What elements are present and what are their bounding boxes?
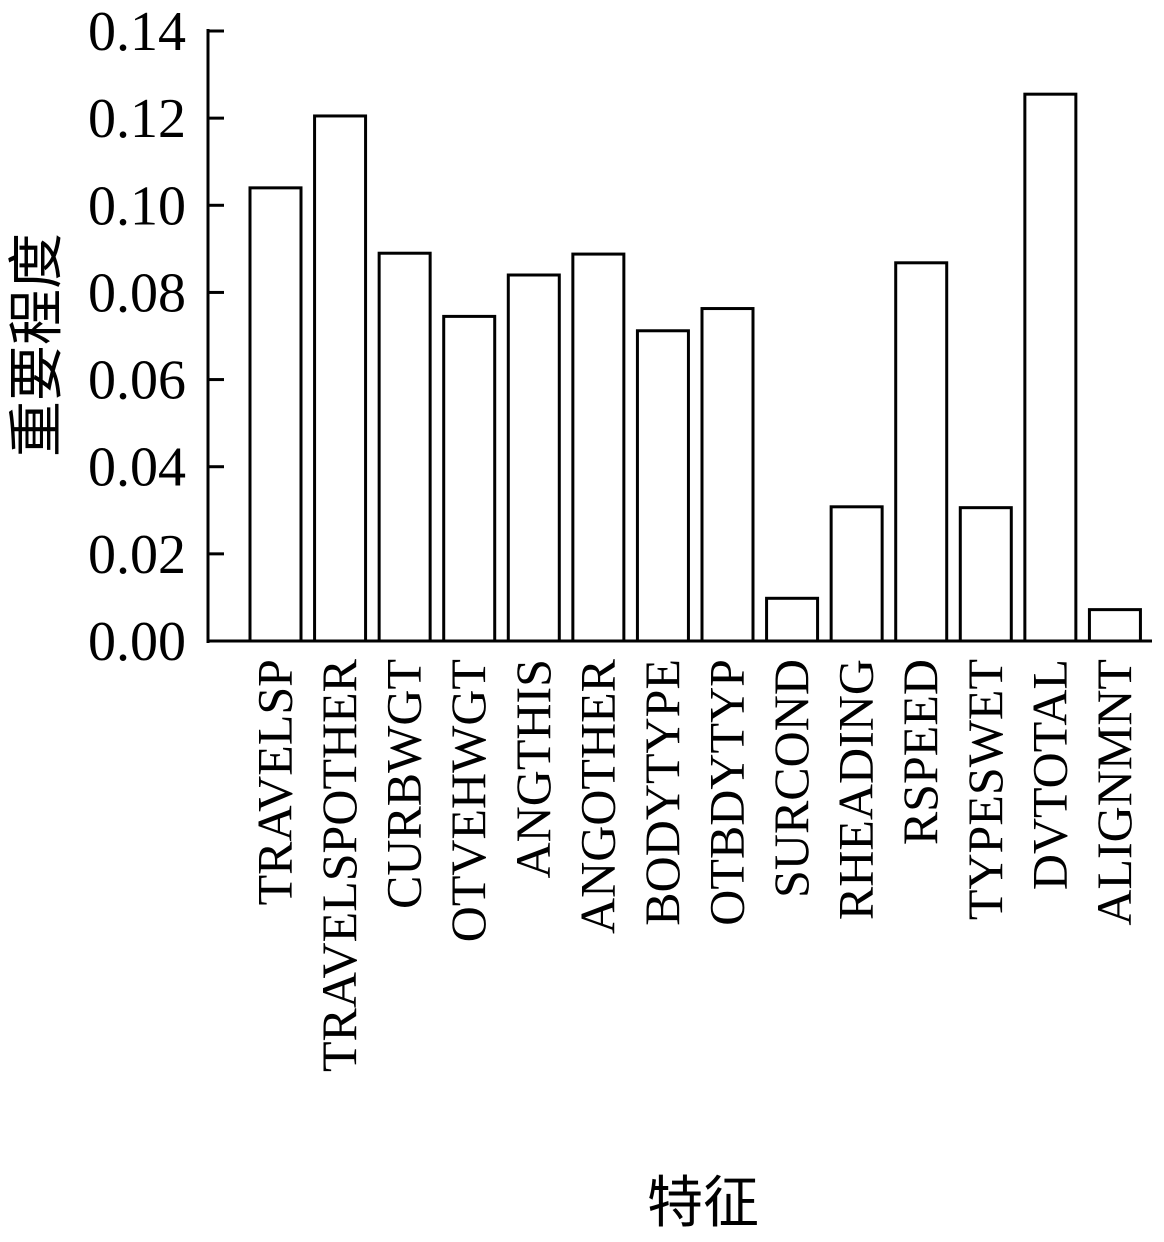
bar-bodytype xyxy=(635,329,690,643)
bar-surcond xyxy=(765,596,820,643)
bar-dvtotal xyxy=(1023,92,1078,643)
bar-curbwgt xyxy=(377,251,432,643)
x-tick-label: TRAVELSP xyxy=(247,659,303,905)
y-tick-label: 0.00 xyxy=(88,611,186,673)
x-tick-label: CURBWGT xyxy=(376,659,432,909)
y-tick-label: 0.10 xyxy=(88,175,186,237)
y-tick-label: 0.04 xyxy=(88,437,186,499)
y-axis: 0.00 0.02 0.04 0.06 0.08 0.10 0.12 0.14 xyxy=(88,1,1152,673)
bar-travelsp xyxy=(248,186,303,643)
bar-rspeed xyxy=(894,261,949,643)
x-tick-label: OTBDYTYP xyxy=(699,659,755,926)
x-tick-label: ALIGNMNT xyxy=(1086,659,1142,926)
x-tick-label: OTVEHWGT xyxy=(440,659,496,942)
bar-alignmnt xyxy=(1087,608,1142,643)
x-tick-label: ANGTHIS xyxy=(505,659,561,878)
y-tick-label: 0.08 xyxy=(88,262,186,324)
y-axis-title: 重要程度 xyxy=(5,233,70,457)
bars xyxy=(248,92,1142,643)
y-tick-label: 0.06 xyxy=(88,350,186,412)
x-axis-title: 特征 xyxy=(647,1171,759,1236)
x-tick-label: TRAVELSPOTHER xyxy=(311,658,367,1072)
x-tick-label: DVTOTAL xyxy=(1021,659,1077,890)
y-tick-label: 0.14 xyxy=(88,1,186,63)
x-tick-label: RHEADING xyxy=(828,659,884,920)
y-tick-label: 0.02 xyxy=(88,524,186,586)
bar-travelspother xyxy=(313,114,368,643)
x-tick-label: TYPESWET xyxy=(957,659,1013,920)
bar-angother xyxy=(571,252,626,643)
x-tick-label: BODYTYPE xyxy=(634,659,690,926)
x-tick-label: ANGOTHER xyxy=(569,658,625,934)
x-tick-labels: TRAVELSP TRAVELSPOTHER CURBWGT OTVEHWGT ANGT… xyxy=(247,658,1142,1072)
bar-otvehwgt xyxy=(442,314,497,643)
y-tick-label: 0.12 xyxy=(88,88,186,150)
x-tick-label: RSPEED xyxy=(892,659,948,845)
bar-typeswet xyxy=(958,506,1013,643)
bar-otbdytyp xyxy=(700,307,755,643)
bar-angthis xyxy=(506,273,561,643)
bar-rheading xyxy=(829,505,884,643)
x-tick-label: SURCOND xyxy=(763,659,819,898)
